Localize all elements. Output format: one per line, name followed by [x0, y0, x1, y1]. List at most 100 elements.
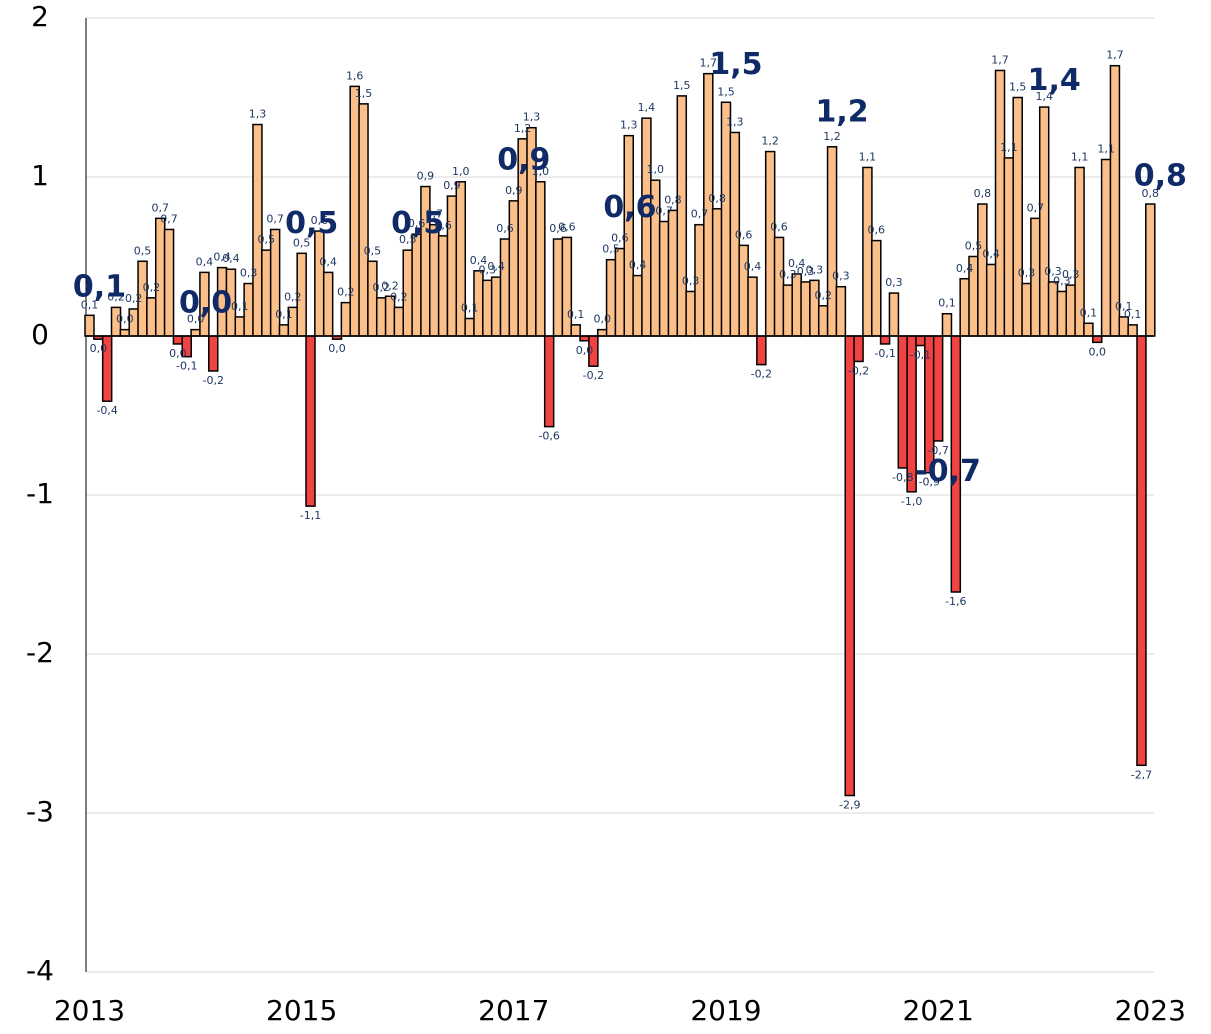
x-tick-label: 2019	[690, 994, 761, 1027]
value-label: 1,3	[523, 111, 541, 124]
bar	[720, 101, 732, 337]
value-label: 0,1	[1080, 306, 1098, 319]
value-label: 0,0	[593, 313, 611, 326]
bar	[1021, 282, 1032, 337]
bar	[1127, 324, 1138, 337]
bar	[1092, 335, 1103, 344]
value-label: 1,3	[249, 108, 267, 121]
value-label: 1,4	[1035, 90, 1053, 103]
annual-label: 1,4	[1028, 63, 1081, 98]
value-label: 0,1	[81, 298, 99, 311]
value-label: 0,4	[487, 260, 505, 273]
bar	[1109, 64, 1121, 337]
bar	[862, 166, 873, 337]
y-tick-label: 0	[31, 318, 49, 351]
value-label: 1,4	[638, 101, 656, 114]
value-label: -2,9	[839, 799, 860, 812]
bar	[1065, 284, 1076, 337]
bar	[367, 260, 378, 337]
value-label: 0,3	[806, 263, 824, 276]
value-label: 0,1	[567, 308, 585, 321]
bar	[490, 276, 502, 337]
bar	[437, 235, 449, 337]
bar	[773, 236, 785, 337]
value-label: 0,0	[169, 347, 187, 360]
value-label: 1,5	[1009, 81, 1027, 94]
bar	[641, 117, 652, 337]
bar	[985, 263, 997, 337]
bar	[1100, 158, 1112, 337]
value-label: 0,1	[1124, 308, 1142, 321]
y-tick-label: -2	[26, 636, 54, 669]
value-label: 1,1	[859, 150, 877, 163]
annual-label: 0,0	[179, 286, 232, 321]
value-label: 1,0	[647, 163, 665, 176]
value-label: -0,1	[176, 360, 197, 373]
bar	[464, 317, 475, 337]
value-label: 0,7	[151, 201, 169, 214]
value-label: 0,3	[832, 270, 850, 283]
value-label: 0,7	[655, 205, 673, 218]
value-label: 0,5	[134, 244, 152, 257]
bar	[570, 324, 581, 337]
value-label: 0,8	[1142, 187, 1160, 200]
value-label: 0,3	[479, 263, 497, 276]
value-label: 1,5	[355, 87, 373, 100]
bar	[756, 335, 767, 366]
bar	[322, 271, 334, 337]
value-label: -0,2	[751, 368, 772, 381]
value-label: 0,1	[461, 302, 479, 315]
y-tick-label: -1	[26, 477, 54, 510]
bar	[305, 335, 316, 507]
annual-label: 0,5	[285, 206, 338, 241]
value-label: 0,1	[231, 300, 249, 313]
value-label: 0,6	[868, 224, 886, 237]
annual-label: 1,2	[815, 95, 868, 130]
x-tick-label: 2023	[1115, 994, 1186, 1027]
bar	[393, 306, 405, 337]
bar	[915, 335, 926, 347]
value-label: 0,5	[399, 233, 417, 246]
value-label: 1,0	[452, 165, 470, 178]
bar	[119, 328, 131, 337]
value-label: 0,3	[797, 265, 815, 278]
value-label: 0,2	[125, 292, 143, 305]
bar	[658, 220, 670, 337]
value-label: 1,7	[700, 57, 718, 70]
x-tick-label: 2017	[478, 994, 549, 1027]
value-label: 0,4	[470, 254, 488, 267]
bar	[959, 278, 970, 337]
bar	[340, 301, 352, 337]
y-tick-label: -3	[26, 795, 54, 828]
value-label: 0,2	[814, 289, 832, 302]
value-label: -0,7	[927, 444, 948, 457]
value-label: 0,3	[885, 276, 903, 289]
value-label: 0,3	[1053, 274, 1071, 287]
value-label: -0,2	[848, 364, 869, 377]
value-label: 0,4	[196, 255, 214, 268]
value-label: 0,6	[434, 219, 452, 232]
value-label: 0,0	[116, 313, 134, 326]
value-label: 1,2	[761, 135, 779, 148]
bar	[738, 244, 749, 337]
value-label: 0,7	[691, 208, 709, 221]
value-label: -2,7	[1131, 768, 1152, 781]
value-label: 0,7	[160, 212, 178, 225]
value-label: 0,2	[337, 286, 355, 299]
value-label: 0,3	[1044, 265, 1062, 278]
value-label: 1,1	[1097, 143, 1115, 156]
bar	[1136, 335, 1147, 767]
value-label: 0,8	[708, 192, 726, 205]
bar	[614, 247, 626, 337]
annual-label: 0,6	[603, 190, 656, 225]
bar	[375, 297, 387, 337]
bar	[446, 195, 458, 337]
value-label: 1,2	[514, 122, 532, 135]
bar	[499, 238, 511, 337]
value-label: 0,2	[390, 290, 408, 303]
value-label: 0,6	[549, 222, 567, 235]
bar	[1012, 96, 1023, 337]
y-tick-label: -4	[26, 954, 54, 987]
bar	[84, 314, 95, 337]
value-label: 0,3	[779, 268, 797, 281]
